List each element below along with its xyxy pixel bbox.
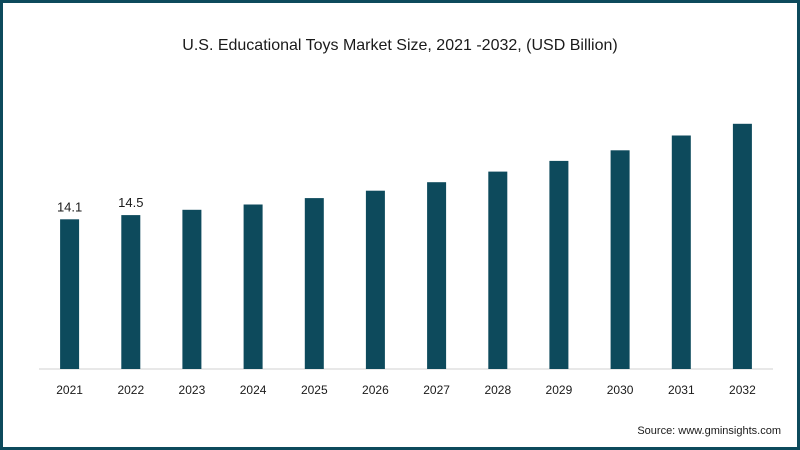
bar-2032 <box>732 123 752 369</box>
bar-2028 <box>488 171 508 369</box>
bar-2024 <box>243 204 263 369</box>
bar-2027 <box>427 182 447 369</box>
chart-title: U.S. Educational Toys Market Size, 2021 … <box>182 37 618 54</box>
x-tick-label-2031: 2031 <box>668 383 695 397</box>
bar-2021 <box>60 219 80 369</box>
x-tick-label-2027: 2027 <box>423 383 450 397</box>
bar-2022 <box>121 215 141 369</box>
x-tick-label-2029: 2029 <box>546 383 573 397</box>
bar-2023 <box>182 209 202 369</box>
x-tick-label-2028: 2028 <box>484 383 511 397</box>
bar-chart: 14.1 14.5 2021 2022 2023 2024 2025 2026 2027 202… <box>39 123 773 397</box>
bar-2031 <box>671 135 691 369</box>
x-tick-label-2030: 2030 <box>607 383 634 397</box>
bar-2029 <box>549 160 569 369</box>
data-label-2021: 14.1 <box>57 199 82 214</box>
bar-2030 <box>610 150 630 369</box>
x-tick-label-2025: 2025 <box>301 383 328 397</box>
x-tick-label-2026: 2026 <box>362 383 389 397</box>
x-tick-label-2022: 2022 <box>117 383 144 397</box>
bar-2026 <box>365 190 385 369</box>
bar-2025 <box>304 198 324 369</box>
x-tick-label-2024: 2024 <box>240 383 267 397</box>
x-tick-label-2021: 2021 <box>56 383 83 397</box>
source-note: Source: www.gminsights.com <box>637 425 781 437</box>
x-tick-label-2023: 2023 <box>179 383 206 397</box>
x-tick-label-2032: 2032 <box>729 383 756 397</box>
data-label-2022: 14.5 <box>118 195 143 210</box>
